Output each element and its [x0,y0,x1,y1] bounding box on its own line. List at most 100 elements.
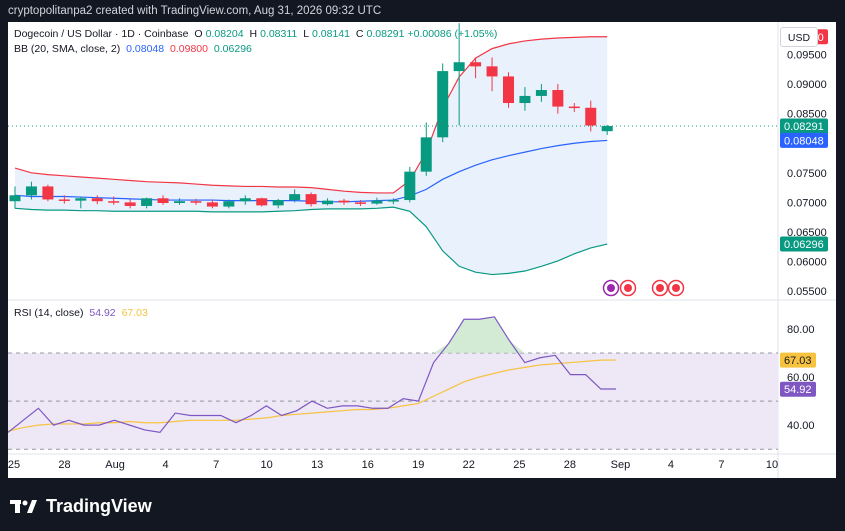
time-tick-label: Aug [105,459,125,471]
price-tick-label: 0.06500 [787,227,827,239]
candle[interactable] [91,195,103,205]
candle[interactable] [552,84,564,114]
chart-canvas[interactable]: 0.095000.090000.085000.080000.075000.070… [8,22,836,478]
candle[interactable] [322,198,334,206]
change-value: +0.00086 (+1.05%) [407,28,498,40]
candle[interactable] [387,198,399,205]
candle[interactable] [9,186,21,209]
candle[interactable] [42,184,54,202]
candle[interactable] [453,23,465,126]
candle[interactable] [58,195,70,204]
candle-body [190,201,202,203]
time-tick-label: 28 [564,459,576,471]
tradingview-logo[interactable]: TradingView [10,495,152,517]
event-dot [607,284,615,292]
candle[interactable] [272,198,284,209]
candle[interactable] [289,189,301,203]
chart-panel[interactable]: 0.095000.090000.085000.080000.075000.070… [8,22,836,478]
candle[interactable] [206,199,218,209]
snapshot-caption: cryptopolitanpa2 created with TradingVie… [8,5,382,17]
time-tick-label: 10 [766,459,778,471]
price-tick-label: 0.07500 [787,168,827,180]
rsi-legend[interactable]: RSI (14, close) 54.92 67.03 [14,307,151,319]
candle[interactable] [437,63,449,143]
candle[interactable] [568,103,580,112]
bb-fill [15,36,608,275]
candle-body [108,201,120,203]
rsi-tick-label: 40.00 [787,420,815,432]
symbol-legend[interactable]: Dogecoin / US Dollar · 1D · Coinbase O 0.… [14,28,503,40]
candle-body [552,90,564,107]
close-value: 0.08291 [366,28,405,40]
bb-legend[interactable]: BB (20, SMA, close, 2) 0.08048 0.09800 0… [14,43,255,55]
candles[interactable] [8,23,778,209]
candle-body [568,106,580,109]
candle[interactable] [486,57,498,92]
candle[interactable] [174,198,185,205]
price-tick-label: 0.05500 [787,286,827,298]
currency-button[interactable]: USD [780,27,818,47]
dividend-event-icon[interactable] [602,279,620,297]
time-axis[interactable]: 25 28 Aug 4 7 10 13 16 19 22 25 28 Sep 4 7 10 [8,459,778,471]
candle[interactable] [420,122,432,176]
candle-body [322,200,334,205]
lower-band-price-label: 0.06296 [780,236,828,252]
candle[interactable] [371,197,383,205]
rsi-pane [8,316,778,450]
candle-body [206,202,218,207]
rsi-ma-axis-label-box [780,352,816,368]
us-event-icon[interactable] [619,279,637,297]
price-tick-label: 0.06000 [787,257,827,269]
candle[interactable] [535,84,547,102]
bb-title[interactable]: BB (20, SMA, close, 2) [14,43,121,55]
candle-body [535,90,547,96]
rsi-axis-label-box [780,381,816,397]
candle[interactable] [223,199,235,209]
time-tick-label: 4 [668,459,674,471]
candle[interactable] [305,192,317,207]
rsi-title[interactable]: RSI (14, close) [14,307,84,319]
candle-body [420,137,432,172]
rsi-ma-axis-label-text: 67.03 [784,355,812,367]
low-value: 0.08141 [312,28,350,40]
candle[interactable] [519,87,531,111]
candle[interactable] [256,197,268,207]
bb-upper-line [14,36,608,194]
low-label: L [303,28,310,40]
rsi-ma-line [8,359,617,432]
candle[interactable] [470,57,482,79]
price-tick-label: 0.08500 [787,109,827,121]
candle-body [58,199,70,201]
lower-band-price-label-box [780,236,828,252]
candle[interactable] [601,124,613,135]
tradingview-logo-icon [10,500,37,513]
candle[interactable] [404,166,416,203]
candle-body [25,186,37,196]
candle[interactable] [141,197,153,209]
candle[interactable] [124,199,136,209]
candle[interactable] [190,198,202,205]
candle[interactable] [354,200,366,206]
high-label: H [249,28,258,40]
symbol-title[interactable]: Dogecoin / US Dollar · 1D · Coinbase [14,28,189,40]
candle-body [371,200,383,204]
candle[interactable] [338,198,350,205]
candle-body [519,95,531,104]
candle[interactable] [108,196,120,205]
time-tick-label: 7 [213,459,219,471]
candle-body [338,200,350,203]
us-event-icon[interactable] [651,279,669,297]
us-event-icon[interactable] [667,279,685,297]
rsi-axis-label: 54.92 [780,381,816,397]
candle[interactable] [25,181,37,200]
candle[interactable] [239,195,251,205]
rsi-overbought-fill [433,316,525,353]
candle[interactable] [75,196,87,209]
candle[interactable] [503,72,514,108]
candle-body [91,198,103,202]
candle[interactable] [157,195,169,205]
high-value: 0.08311 [260,28,298,40]
candle[interactable] [585,100,597,132]
bollinger-bands [14,36,608,276]
event-markers[interactable] [602,279,685,297]
